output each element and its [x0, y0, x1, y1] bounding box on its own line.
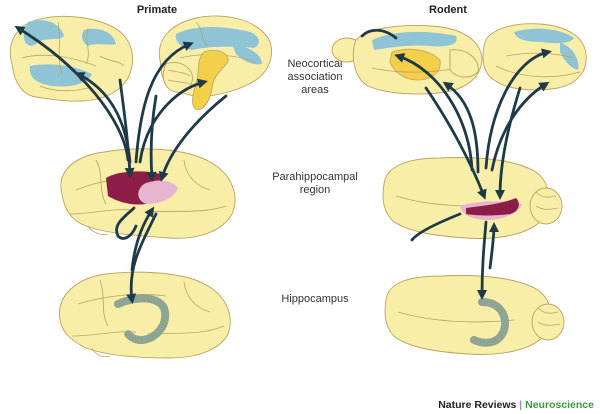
primate-medial-brain — [158, 15, 272, 111]
primate-parahippocampal-brain — [60, 148, 236, 239]
neocortical-label-line2: association — [287, 71, 342, 83]
primate-arrow-loop — [115, 206, 138, 240]
rodent-arrow-from-neocortex-1 — [424, 86, 487, 200]
rodent-arrow-to-medial-top — [484, 48, 552, 170]
rodent-perirhinal-region — [466, 198, 519, 216]
rodent-arrow-to-medial-bottom — [490, 81, 550, 172]
rodent-medial-association-area — [514, 28, 574, 44]
primate-parahippocampal-region — [138, 180, 178, 204]
rodent-arrow-to-lateral-top — [394, 53, 474, 172]
journal-branding: Nature Reviews | Neuroscience — [438, 399, 594, 411]
primate-hippocampus-brain — [59, 271, 231, 359]
connection-arrows — [14, 25, 552, 304]
primate-arrow-to-medial-bottom — [138, 78, 208, 164]
hippocampus-label: Hippocampus — [281, 293, 349, 305]
primate-arrow-from-neocortex-2 — [146, 94, 158, 183]
primate-heading: Primate — [137, 4, 177, 16]
rodent-arrow-top-loop — [360, 28, 398, 40]
rodent-parahippocampal-cerebellum — [529, 187, 563, 225]
primate-medial-association-area — [175, 27, 259, 50]
neocortical-label-line1: Neocortical — [287, 58, 342, 70]
primate-hippocampus — [114, 294, 170, 345]
brand-part1: Nature Reviews — [438, 399, 516, 411]
rodent-medial-association-area-2 — [560, 42, 579, 70]
primate-medial-association-area-2 — [232, 44, 262, 65]
brand-separator: | — [519, 399, 522, 411]
primate-arrow-to-lateral-top — [14, 25, 130, 162]
parahippocampal-label-line1: Parahippocampal — [272, 171, 358, 183]
rodent-hippocampus-cerebellum — [531, 303, 565, 341]
primate-arrow-from-neocortex-1 — [118, 78, 135, 179]
primate-arrow-from-neocortex-3 — [158, 94, 228, 182]
brand-part2: Neuroscience — [525, 399, 594, 411]
rodent-arrow-from-neocortex-2 — [494, 86, 522, 201]
rodent-arrow-from-hippocampus — [488, 221, 500, 270]
primate-arrow-from-hippocampus — [130, 206, 155, 272]
primate-brainstem — [192, 50, 229, 111]
rodent-parahippocampal-brain — [382, 157, 563, 239]
rodent-arrow-to-hippocampus — [476, 220, 488, 301]
rodent-lateral-cerebellum — [449, 49, 479, 78]
rodent-arrow-to-lateral-bottom — [442, 81, 480, 174]
rodent-arrow-loop — [410, 212, 462, 242]
primate-arrow-to-hippocampus — [126, 212, 158, 304]
primate-lateral-association-area-2 — [81, 28, 116, 46]
rodent-hippocampus-brain — [384, 275, 565, 355]
parahippocampal-label-line2: region — [300, 184, 331, 196]
rodent-hippocampus — [470, 298, 509, 347]
primate-lateral-brain — [9, 15, 134, 102]
neocortical-label-line3: areas — [301, 84, 329, 96]
rodent-heading: Rodent — [429, 4, 467, 16]
primate-arrow-to-medial-top — [134, 41, 194, 164]
